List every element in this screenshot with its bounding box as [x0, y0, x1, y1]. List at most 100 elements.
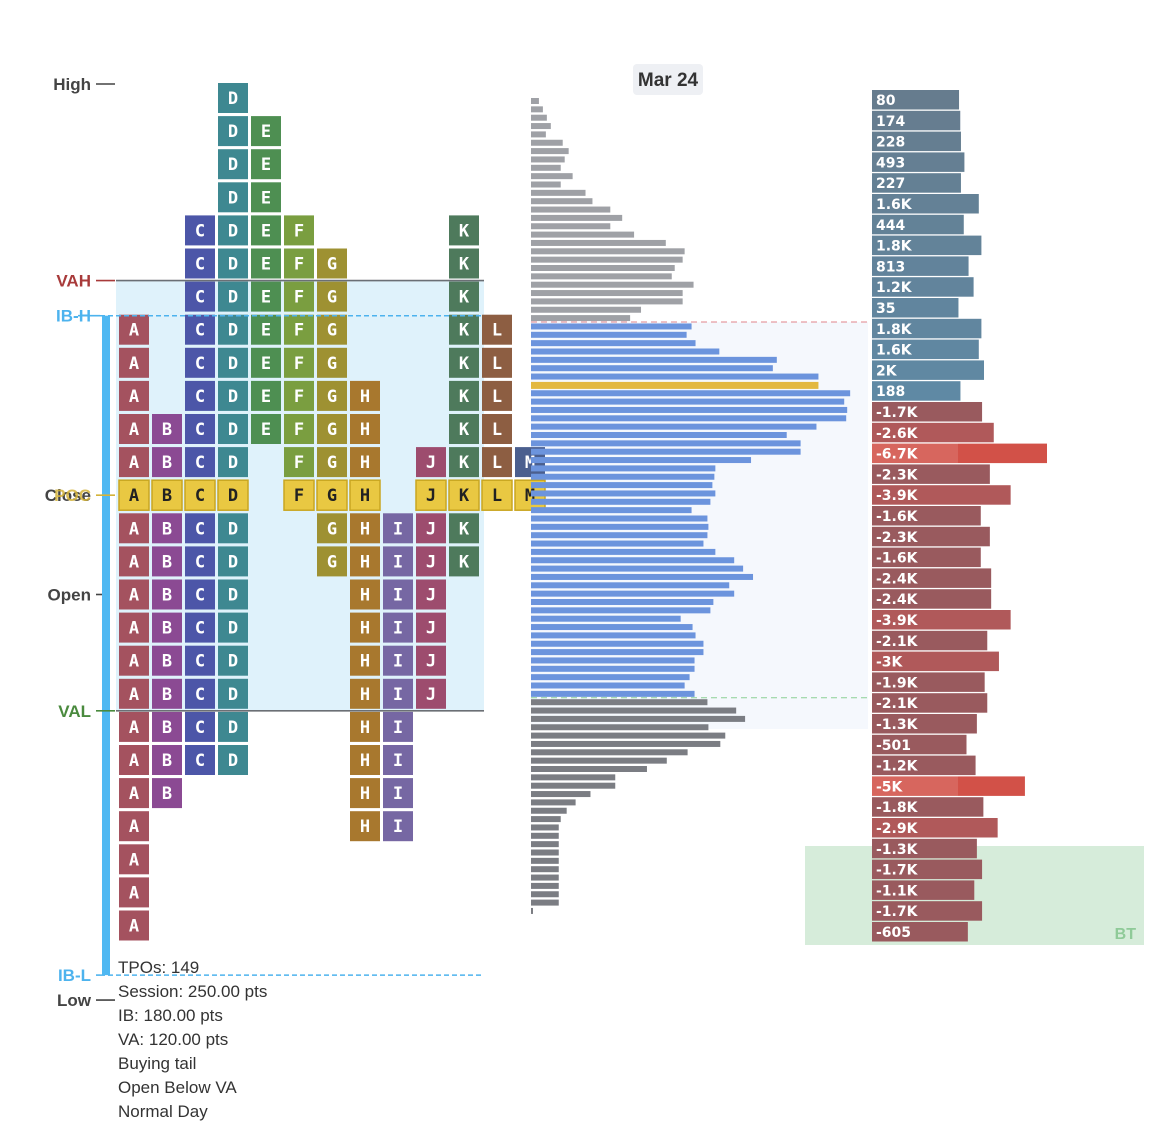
volume-bar	[531, 390, 851, 397]
tpo-letter: F	[294, 420, 304, 440]
tpo-letter: G	[327, 519, 337, 539]
tpo-letter: H	[360, 685, 370, 705]
tpo-cell	[251, 116, 281, 147]
volume-bar	[531, 265, 675, 271]
tpo-cell	[449, 248, 479, 279]
tpo-letter: G	[327, 486, 337, 506]
volume-bar	[531, 239, 666, 246]
tpo-cell	[119, 711, 149, 742]
tpo-letter: F	[294, 354, 304, 374]
tpo-cell	[218, 380, 248, 411]
tpo-letter: A	[129, 685, 139, 705]
volume-bar	[531, 273, 672, 280]
tpo-letter: F	[294, 288, 304, 308]
delta-row: 813	[872, 256, 969, 276]
tpo-letter: F	[294, 221, 304, 241]
tpo-cell	[119, 811, 149, 842]
volume-bar	[531, 365, 773, 372]
delta-bar	[872, 818, 998, 838]
tpo-letter: H	[360, 519, 370, 539]
tpo-letter: A	[129, 354, 139, 374]
delta-bar	[872, 318, 982, 339]
delta-bar	[872, 547, 981, 568]
tpo-cell	[185, 447, 215, 478]
tpo-cell	[119, 513, 149, 544]
tpo-cell	[218, 579, 248, 610]
delta-row: -1.6K	[872, 547, 981, 568]
tpo-cell	[119, 612, 149, 643]
tpo-cell	[350, 811, 380, 842]
tpo-cell	[119, 910, 149, 941]
volume-bar	[531, 306, 642, 313]
tpo-cell	[416, 678, 446, 709]
delta-row: 227	[872, 173, 961, 193]
delta-bar	[872, 922, 968, 942]
tpo-cell	[152, 645, 182, 676]
volume-bar	[531, 298, 683, 305]
tpo-cell	[119, 877, 149, 908]
tpo-cell	[350, 447, 380, 478]
tpo-cell	[317, 414, 347, 444]
tpo-cell	[449, 215, 479, 246]
delta-label: 444	[876, 218, 905, 234]
tpo-letter: H	[360, 586, 370, 606]
tpo-cell	[284, 380, 314, 411]
delta-label: 1.8K	[876, 239, 913, 255]
volume-bar	[531, 290, 683, 297]
tpo-letter: D	[228, 751, 238, 771]
tpo-letter: H	[360, 387, 370, 407]
tpo-cell	[350, 579, 380, 610]
tpo-cell	[218, 612, 248, 643]
delta-row: 1.6K	[872, 339, 979, 360]
delta-row: -1.7K	[872, 901, 983, 921]
tpo-cell	[284, 314, 314, 345]
volume-bar	[531, 106, 543, 113]
tpo-cell	[185, 546, 215, 577]
tpo-cell	[152, 745, 182, 775]
volume-bar	[531, 857, 559, 864]
delta-bar	[872, 402, 983, 422]
tpo-cell	[185, 678, 215, 709]
volume-bar	[531, 816, 561, 823]
volume-bar	[531, 841, 559, 848]
tpo-letter: A	[129, 619, 139, 639]
tpo-letter: D	[228, 519, 238, 539]
tpo-letter: C	[195, 486, 205, 506]
volume-bar	[531, 448, 801, 455]
tpo-letter: A	[129, 784, 139, 804]
tpo-cell	[416, 546, 446, 577]
tpo-letter: K	[459, 519, 470, 539]
tpo-letter: M	[525, 486, 535, 506]
volume-bar	[531, 690, 695, 697]
volume-bar	[531, 139, 563, 146]
volume-bar	[531, 281, 694, 288]
tpo-cell	[218, 414, 248, 444]
tpo-cell	[218, 116, 248, 147]
tpo-letter: L	[492, 453, 502, 473]
tpo-cell	[185, 347, 215, 378]
tpo-letter: I	[393, 718, 403, 738]
tpo-letter: K	[459, 221, 470, 241]
bt-zone-label: BT	[1115, 926, 1137, 943]
tpo-letter: E	[261, 354, 271, 374]
tpo-cell	[449, 314, 479, 345]
tpo-cell	[449, 414, 479, 444]
tpo-cell	[416, 645, 446, 676]
delta-row: -1.2K	[872, 755, 976, 776]
tpo-letter: D	[228, 188, 238, 208]
close-label: Close	[45, 486, 91, 505]
delta-row: 35	[872, 298, 959, 318]
delta-bar	[872, 443, 1047, 464]
tpo-letter: D	[228, 552, 238, 572]
delta-bar	[872, 194, 979, 214]
tpo-letter: E	[261, 122, 271, 142]
delta-bar	[872, 797, 984, 817]
volume-bar	[531, 189, 586, 196]
tpo-letter: E	[261, 387, 271, 407]
delta-label: -1.6K	[876, 509, 919, 525]
tpo-cell	[184, 479, 216, 511]
delta-row: -1.6K	[872, 506, 981, 526]
volume-bar	[531, 223, 611, 230]
